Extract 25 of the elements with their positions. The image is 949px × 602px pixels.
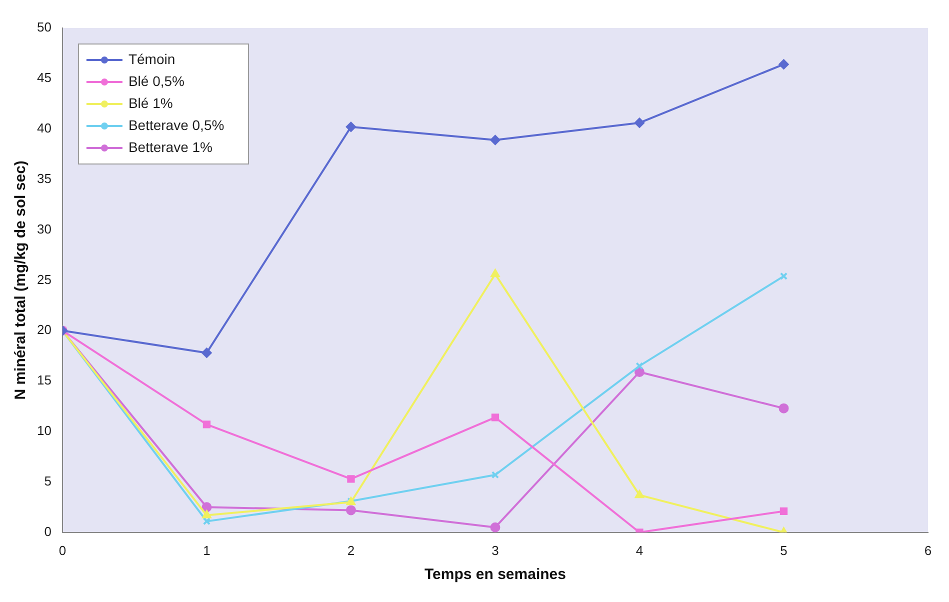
y-tick-label: 15	[36, 372, 52, 388]
x-tick-label: 1	[203, 542, 210, 558]
x-tick-label: 2	[347, 542, 355, 558]
y-tick-label: 20	[36, 322, 52, 338]
y-tick-label: 30	[36, 221, 52, 236]
y-tick-label: 45	[36, 70, 52, 86]
y-tick-label: 50	[36, 20, 52, 35]
x-tick-label: 4	[636, 542, 644, 558]
y-tick-label: 25	[36, 272, 52, 287]
y-tick-label: 35	[36, 170, 52, 186]
x-tick-label: 0	[58, 542, 66, 558]
y-tick-label: 10	[36, 423, 52, 438]
y-axis-title: N minéral total (mg/kg de sol sec)	[12, 160, 30, 400]
x-tick-label: 5	[780, 542, 788, 558]
y-tick-label: 40	[36, 120, 52, 136]
legend-label: Blé 0,5%	[128, 72, 185, 89]
x-tick-label: 6	[924, 542, 932, 558]
x-axis-title: Temps en semaines	[424, 566, 566, 584]
legend-label: Betterave 0,5%	[128, 116, 224, 133]
y-tick-label: 0	[44, 524, 52, 539]
legend-label: Betterave 1%	[128, 138, 213, 155]
legend-label: Blé 1%	[128, 94, 173, 111]
x-tick-label: 3	[492, 542, 499, 558]
legend-label: Témoin	[128, 50, 176, 67]
y-tick-label: 5	[44, 474, 52, 489]
